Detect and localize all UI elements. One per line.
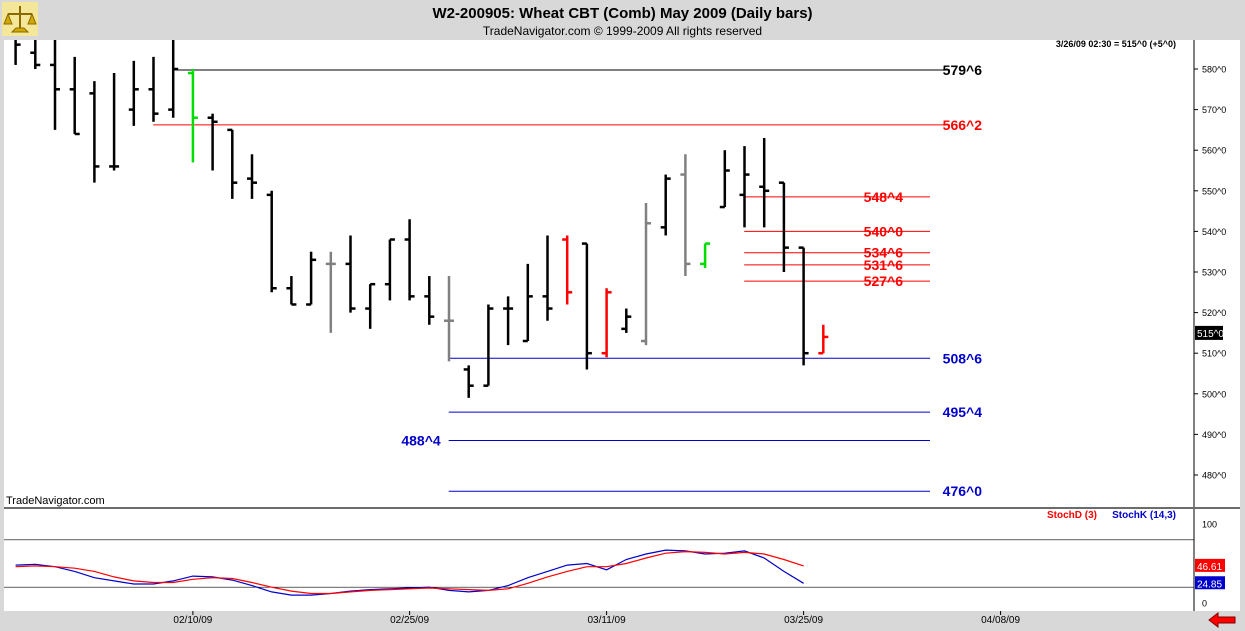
stochk-value: 24.85 [1197, 579, 1222, 590]
indicator-tick-label: 100 [1202, 520, 1217, 530]
date-label: 02/25/09 [390, 615, 429, 626]
stochastic-lines [15, 549, 804, 596]
indicator-tick-label: 0 [1202, 599, 1207, 609]
stochk-line [15, 549, 804, 596]
last-price-label: 515^0 [1197, 329, 1224, 340]
price-tick-label: 560^0 [1202, 146, 1226, 156]
price-tick-label: 500^0 [1202, 389, 1226, 399]
chart-title: W2-200905: Wheat CBT (Comb) May 2009 (Da… [432, 5, 813, 22]
date-label: 03/11/09 [588, 615, 627, 626]
level-label: 488^4 [401, 432, 441, 448]
copyright-text: TradeNavigator.com © 1999-2009 All right… [482, 24, 763, 38]
level-label: 527^6 [864, 273, 904, 289]
price-tick-label: 520^0 [1202, 308, 1226, 318]
price-bars [14, 40, 829, 398]
stochk-value-box [1195, 576, 1225, 590]
stochk-legend: StochK (14,3) [1112, 510, 1176, 521]
stochd-value: 46.61 [1197, 562, 1222, 573]
date-label: 02/10/09 [173, 615, 212, 626]
price-axis-area [1194, 40, 1240, 507]
level-label: 534^6 [864, 245, 904, 261]
price-tick-label: 550^0 [1202, 186, 1226, 196]
stochd-value-box [1195, 558, 1225, 572]
price-axis-ticks: 480^0 490^0 500^0 510^0 520^0 530^0 540^0 550^0… [1194, 65, 1226, 481]
price-tick-label: 580^0 [1202, 65, 1226, 75]
price-plot-area[interactable] [4, 40, 1194, 507]
last-price-marker: 515^0 [1195, 325, 1224, 340]
price-tick-label: 540^0 [1202, 227, 1226, 237]
trade-navigator-logo-icon[interactable] [2, 2, 38, 36]
last-price-box [1195, 325, 1223, 340]
stochd-legend: StochD (3) [1047, 510, 1097, 521]
level-label: 548^4 [864, 189, 904, 205]
price-tick-label: 570^0 [1202, 105, 1226, 115]
info-readout: 3/26/09 02:30 = 515^0 (+5^0) [1056, 39, 1176, 49]
level-label: 531^6 [864, 257, 904, 273]
scroll-left-arrow-icon[interactable] [1208, 612, 1236, 628]
date-axis-labels: 02/10/09 02/25/09 03/11/09 03/25/09 04/08/09 [173, 611, 1020, 626]
indicator-plot-area[interactable] [4, 509, 1194, 611]
stochd-line [15, 550, 804, 595]
level-label: 566^2 [943, 117, 983, 133]
indicator-reference-lines [4, 539, 1194, 588]
level-label: 579^6 [943, 62, 983, 78]
level-label: 495^4 [943, 404, 983, 420]
price-tick-label: 490^0 [1202, 430, 1226, 440]
indicator-legend: StochD (3) StochK (14,3) [1047, 510, 1176, 521]
date-label: 04/08/09 [981, 615, 1020, 626]
price-tick-label: 510^0 [1202, 349, 1226, 359]
level-label: 508^6 [943, 350, 983, 366]
watermark-text: TradeNavigator.com [6, 495, 105, 507]
date-label: 03/25/09 [784, 615, 823, 626]
price-tick-label: 480^0 [1202, 471, 1226, 481]
level-label: 540^0 [864, 223, 904, 239]
price-tick-label: 530^0 [1202, 268, 1226, 278]
level-label: 476^0 [943, 483, 983, 499]
